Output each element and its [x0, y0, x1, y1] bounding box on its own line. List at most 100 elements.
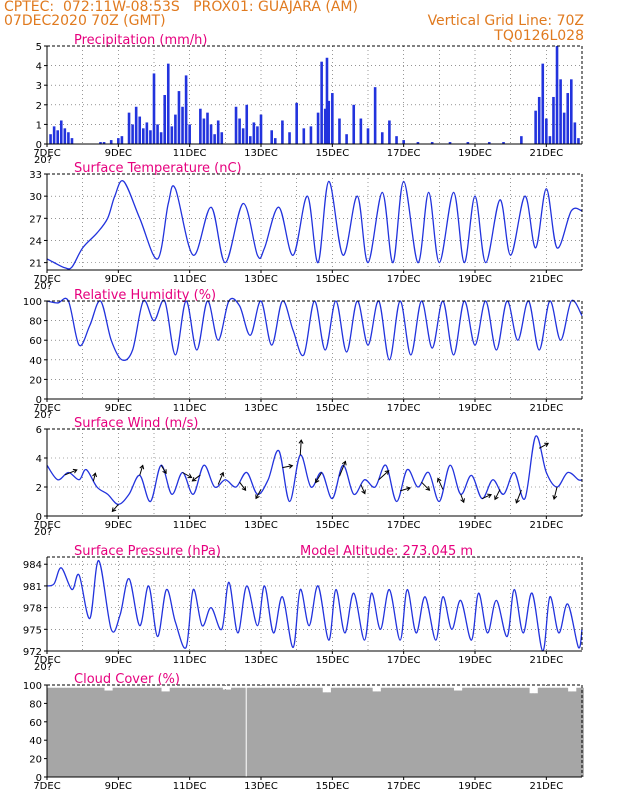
- cloud-bar: [119, 687, 122, 777]
- cloud-bar: [318, 687, 320, 777]
- precip-bar: [541, 63, 545, 144]
- cloud-bar: [567, 691, 570, 777]
- precip-bar: [59, 120, 63, 144]
- wind-arrowhead: [487, 493, 493, 499]
- cloud-bar: [426, 687, 429, 777]
- xtick-label-pres: 19DEC: [458, 655, 492, 666]
- cloud-bar: [159, 687, 162, 777]
- xtick-label-cloud: 17DEC: [387, 781, 421, 792]
- cloud-bar: [172, 687, 175, 777]
- wind-vector: [515, 489, 522, 504]
- cloud-bar: [326, 692, 329, 777]
- wind-arrowhead: [92, 472, 98, 478]
- cloud-bar: [280, 687, 283, 777]
- precip-bar: [184, 75, 188, 144]
- wind-vector: [399, 487, 411, 492]
- ytick-label-wind: 4: [36, 454, 42, 465]
- xtick-label-wind: 21DEC: [529, 520, 563, 531]
- cloud-bar: [98, 687, 101, 777]
- cloud-bar: [295, 687, 298, 777]
- precip-bar: [170, 126, 174, 144]
- precip-bar: [331, 93, 334, 144]
- precip-bar: [134, 106, 138, 144]
- cloud-bar: [312, 687, 315, 777]
- cloud-bar: [236, 687, 239, 777]
- chart-title-wind: Surface Wind (m/s): [74, 416, 198, 431]
- cloud-bar: [410, 687, 413, 777]
- wind-arrowhead: [406, 486, 412, 492]
- cloud-bar: [272, 687, 275, 777]
- cloud-bar: [279, 687, 282, 777]
- cloud-bar: [154, 687, 156, 777]
- cloud-bar: [562, 687, 564, 777]
- xtick-label-temp: 21DEC: [529, 274, 563, 285]
- cloud-bar: [268, 687, 270, 777]
- precip-bar: [216, 120, 220, 144]
- cloud-bar: [296, 687, 299, 777]
- cloud-bar: [315, 687, 318, 777]
- cloud-bar: [519, 687, 522, 777]
- cloud-bar: [212, 687, 215, 777]
- cloud-bar: [228, 689, 231, 777]
- precip-bar: [559, 79, 562, 144]
- wind-arrowhead: [241, 486, 247, 491]
- year-label-rh: 20?: [34, 410, 52, 421]
- xtick-label-temp: 17DEC: [387, 274, 421, 285]
- cloud-bar: [125, 687, 128, 777]
- wind-arrowhead: [361, 489, 366, 495]
- ytick-label-precip: 5: [36, 42, 42, 53]
- cloud-bar: [91, 687, 94, 777]
- cloud-bar: [450, 687, 453, 777]
- cloud-bar: [572, 691, 574, 777]
- ytick-label-wind: 0: [36, 512, 42, 523]
- cloud-bar: [373, 691, 376, 777]
- cloud-bar: [74, 687, 76, 777]
- chart-title-temp: Surface Temperature (nC): [74, 161, 242, 176]
- cloud-bar: [47, 687, 49, 777]
- cloud-bar: [302, 687, 305, 777]
- precip-bar: [109, 140, 113, 144]
- cloud-bar: [480, 687, 483, 777]
- cloud-bar: [370, 687, 373, 777]
- cloud-bar: [506, 687, 509, 777]
- xtick-label-rh: 15DEC: [315, 403, 349, 414]
- cloud-bar: [455, 690, 457, 777]
- precip-bar: [466, 142, 470, 144]
- cloud-bar: [229, 689, 232, 777]
- precip-bar: [156, 124, 159, 144]
- cloud-bar: [385, 687, 387, 777]
- precip-bar: [52, 126, 56, 144]
- wind-vector: [315, 472, 323, 483]
- cloud-bar: [89, 687, 92, 777]
- cloud-bar: [372, 691, 375, 777]
- cloud-bar: [282, 687, 285, 777]
- cloud-bar: [129, 687, 132, 777]
- cloud-bar: [108, 690, 111, 777]
- cloud-bar: [320, 687, 323, 777]
- xtick-label-temp: 13DEC: [244, 274, 278, 285]
- cloud-bar: [293, 687, 296, 777]
- cloud-bar: [96, 687, 99, 777]
- xtick-label-wind: 13DEC: [244, 520, 278, 531]
- cloud-bar: [203, 687, 206, 777]
- series-line-rh: [46, 297, 583, 361]
- cloud-bar: [206, 687, 209, 777]
- cloud-bar: [178, 687, 181, 777]
- cloud-bar: [348, 687, 350, 777]
- cloud-bar: [151, 687, 153, 777]
- xtick-label-wind: 11DEC: [173, 520, 207, 531]
- wind-vector: [239, 481, 247, 491]
- cloud-bar: [447, 687, 450, 777]
- precip-bar: [238, 118, 241, 144]
- cloud-bar: [241, 687, 243, 777]
- cloud-bar: [490, 687, 493, 777]
- precip-bar: [388, 120, 391, 144]
- ytick-label-precip: 1: [36, 120, 42, 131]
- cloud-bar: [489, 687, 492, 777]
- cloud-bar: [81, 687, 84, 777]
- wind-vector: [299, 440, 302, 456]
- cloud-bar: [358, 687, 360, 777]
- ytick-label-precip: 0: [36, 140, 42, 151]
- cloud-bar: [205, 687, 208, 777]
